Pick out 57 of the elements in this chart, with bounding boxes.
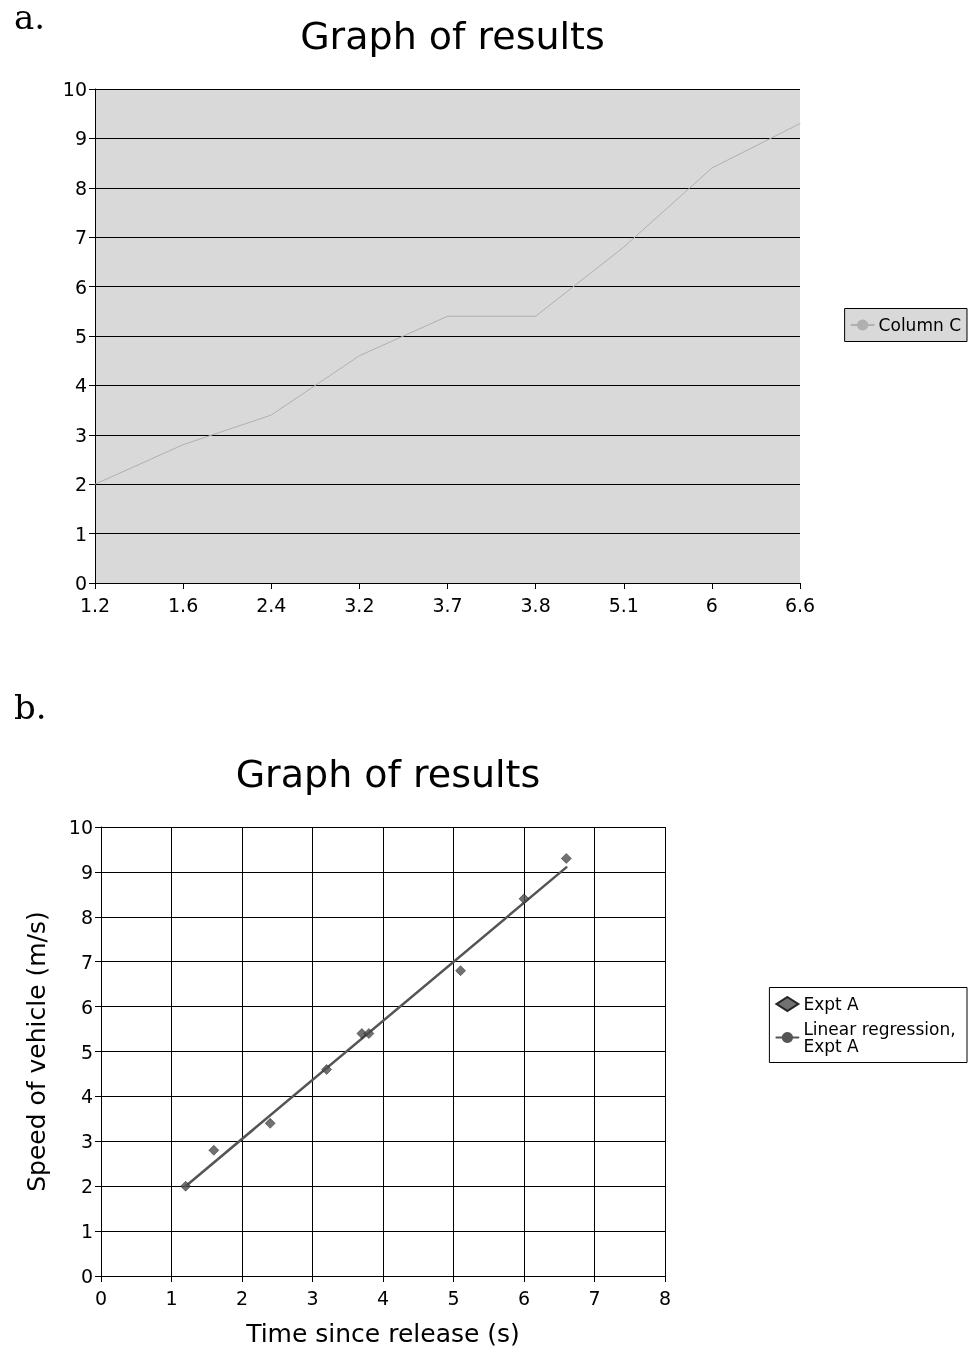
point (321, 1064, 332, 1075)
y-tick-label: 5 (80, 1040, 93, 1063)
y-tick-label: 4 (80, 1085, 93, 1108)
y-tick-label: 2 (74, 473, 87, 496)
y-tick-label: 5 (74, 325, 87, 347)
legend-label: Column C (878, 315, 962, 335)
y-tick-label: 7 (80, 950, 93, 973)
y-axis-title: Speed of vehicle (m/s) (22, 911, 51, 1192)
x-tick-label: 2.4 (256, 593, 287, 616)
y-tick-label: 9 (74, 127, 87, 150)
y-tick-label: 0 (74, 572, 87, 594)
x-tick-label: 3.2 (344, 593, 375, 616)
y-tick-label: 8 (74, 176, 87, 199)
y-tick-label: 6 (74, 275, 87, 298)
point (561, 853, 572, 864)
y-tick-label: 10 (68, 816, 93, 838)
legend-label: Expt A (803, 994, 860, 1014)
y-tick-label: 10 (62, 78, 87, 100)
x-axis-title: Time since release (s) (245, 1319, 520, 1348)
chart-title: Graph of results (235, 752, 541, 796)
x-tick-label: 4 (376, 1286, 390, 1309)
point (208, 1145, 220, 1156)
x-tick-label: 5.1 (608, 593, 639, 616)
y-tick-label: 4 (74, 374, 87, 397)
y-tick-label: 8 (80, 905, 93, 928)
x-tick-label: 1.2 (79, 593, 111, 616)
y-tick-label: 9 (80, 860, 93, 883)
x-tick-label: 5 (447, 1286, 460, 1309)
point (363, 1028, 375, 1039)
x-tick-label: 2 (235, 1286, 249, 1309)
x-tick-label: 8 (658, 1286, 672, 1309)
y-tick-label: 1 (74, 522, 87, 545)
y-tick-label: 6 (80, 995, 93, 1018)
legend-label: Linear regression, Expt A (803, 1019, 962, 1056)
y-tick-label: 3 (80, 1130, 93, 1153)
y-tick-label: 2 (80, 1175, 93, 1198)
x-tick-label: 6 (705, 593, 718, 616)
x-tick-label: 6.6 (784, 593, 816, 616)
text: a. (14, 0, 46, 37)
x-tick-label: 3 (306, 1286, 319, 1309)
point (455, 965, 466, 976)
point (518, 893, 530, 905)
point (180, 1180, 191, 1192)
x-tick-label: 1.6 (168, 593, 199, 616)
x-tick-label: 1 (165, 1286, 178, 1309)
y-tick-label: 7 (74, 226, 87, 249)
point (264, 1118, 276, 1129)
y-tick-label: 3 (74, 423, 87, 446)
x-tick-label: 0 (94, 1286, 108, 1309)
y-tick-label: 1 (80, 1220, 93, 1243)
x-tick-label: 6 (517, 1286, 531, 1309)
x-tick-label: 7 (588, 1286, 601, 1309)
x-tick-label: 3.8 (520, 593, 551, 616)
x-tick-label: 3.7 (432, 593, 463, 616)
text: b. (14, 687, 47, 727)
y-tick-label: 0 (80, 1265, 93, 1287)
chart-title: Graph of results (300, 14, 605, 58)
